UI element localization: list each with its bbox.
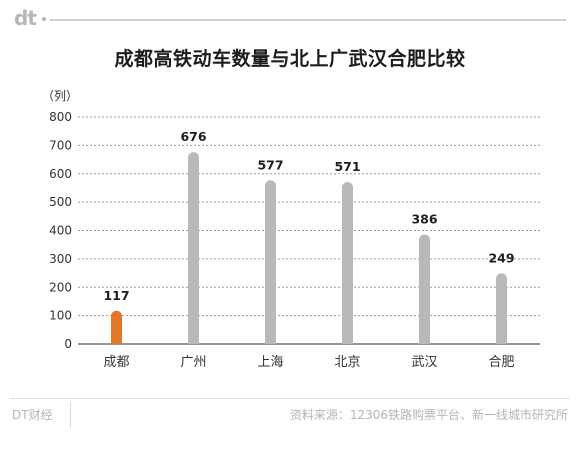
y-tick-label: 100 — [49, 309, 72, 323]
chart-title: 成都高铁动车数量与北上广武汉合肥比较 — [114, 48, 466, 70]
bar-base — [111, 338, 122, 344]
header-divider — [50, 19, 566, 21]
bar — [265, 180, 276, 344]
footer-brand: DT财经 — [12, 408, 53, 422]
bar — [419, 234, 430, 344]
bar — [342, 181, 353, 344]
bar — [188, 152, 199, 344]
bar-base — [419, 338, 430, 344]
bar — [496, 273, 507, 344]
y-tick-label: 800 — [49, 110, 72, 124]
y-tick-label: 200 — [49, 280, 72, 294]
y-tick-label: 500 — [49, 195, 72, 209]
value-label: 676 — [180, 129, 206, 144]
value-label: 117 — [103, 288, 129, 303]
value-label: 386 — [411, 211, 437, 226]
y-tick-label: 300 — [49, 252, 72, 266]
x-tick-label: 广州 — [180, 355, 206, 370]
x-tick-label: 成都 — [103, 355, 129, 370]
value-label: 249 — [488, 250, 514, 265]
bar-base — [265, 338, 276, 344]
bar-base — [496, 338, 507, 344]
dt-logo: dt — [14, 6, 37, 30]
x-tick-label: 北京 — [334, 355, 360, 370]
bar — [111, 310, 122, 344]
value-label: 577 — [257, 157, 283, 172]
value-label: 571 — [334, 159, 360, 174]
footer-separator — [70, 402, 71, 428]
footer-source: 资料来源：12306铁路购票平台、新一线城市研究所 — [289, 408, 568, 422]
bar-base — [188, 338, 199, 344]
y-axis-unit-label: （列） — [42, 89, 79, 103]
logo-dot-icon — [42, 17, 46, 21]
y-tick-label: 400 — [49, 224, 72, 238]
x-tick-label: 上海 — [257, 355, 283, 370]
x-tick-label: 武汉 — [411, 355, 437, 370]
y-tick-label: 600 — [49, 167, 72, 181]
x-tick-label: 合肥 — [488, 355, 514, 370]
footer-divider — [10, 398, 570, 399]
y-tick-label: 0 — [64, 337, 72, 351]
bar-base — [342, 338, 353, 344]
y-tick-label: 700 — [49, 138, 72, 152]
